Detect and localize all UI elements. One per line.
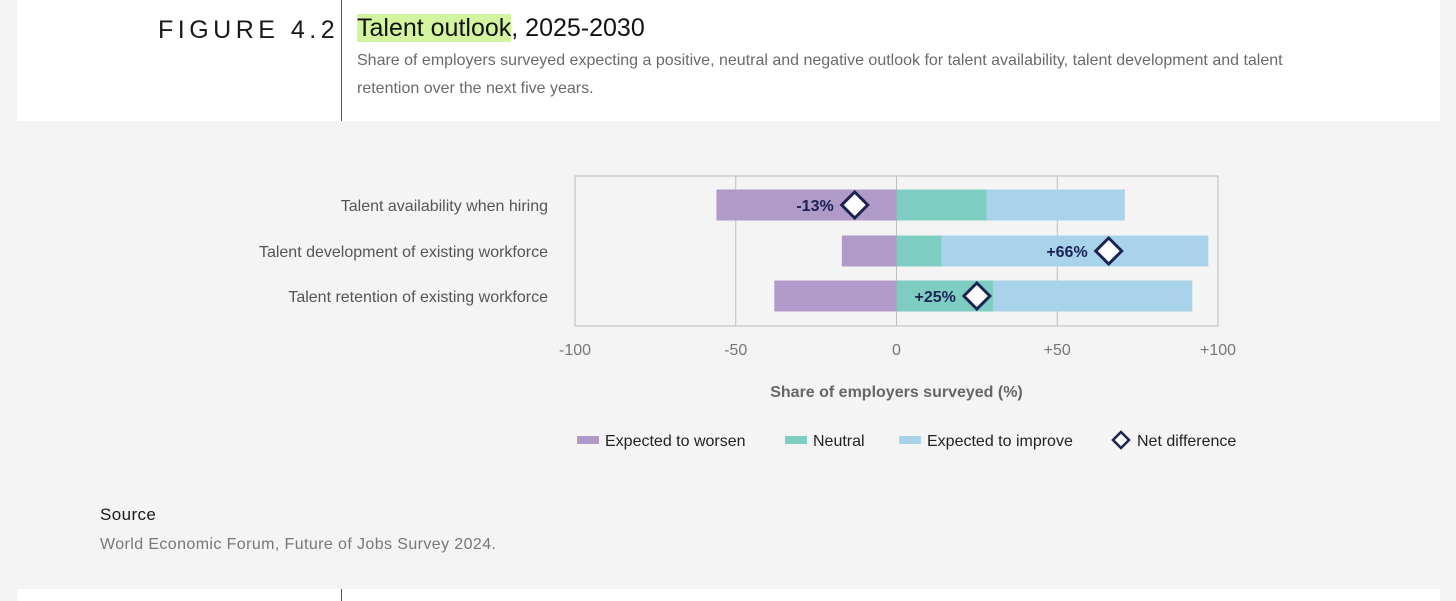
title-highlight: Talent outlook bbox=[357, 14, 512, 42]
legend-net-swatch bbox=[1111, 430, 1131, 450]
legend-improve-swatch bbox=[899, 436, 921, 444]
x-tick-label: -50 bbox=[724, 342, 747, 359]
bar-improve bbox=[992, 280, 1193, 312]
legend-worsen-label: Expected to worsen bbox=[605, 433, 746, 450]
divider-line bbox=[341, 0, 342, 121]
legend-net-label: Net difference bbox=[1137, 433, 1236, 450]
legend-neutral-swatch bbox=[785, 436, 807, 444]
legend-worsen-swatch bbox=[577, 436, 599, 444]
net-difference-label: +25% bbox=[915, 289, 956, 306]
net-difference-label: +66% bbox=[1046, 244, 1087, 261]
x-tick-label: 0 bbox=[892, 342, 901, 359]
bar-worsen bbox=[774, 280, 897, 312]
category-label: Talent development of existing workforce bbox=[259, 244, 548, 261]
net-difference-marker bbox=[839, 189, 870, 221]
chart-panel: -100 -50 0 +50 +100 Talent availability when … bbox=[17, 121, 1440, 589]
x-axis-title: Share of employers surveyed (%) bbox=[770, 384, 1023, 401]
net-difference-label: -13% bbox=[796, 198, 833, 215]
figure-card: FIGURE 4.2 Talent outlook, 2025-2030 Sha… bbox=[17, 0, 1440, 601]
chart-title: Talent outlook, 2025-2030 bbox=[357, 14, 645, 43]
bar-neutral bbox=[896, 189, 987, 221]
legend-improve-label: Expected to improve bbox=[927, 433, 1073, 450]
divider-line-bottom bbox=[341, 589, 342, 601]
source-label: Source bbox=[100, 505, 157, 524]
source-text: World Economic Forum, Future of Jobs Sur… bbox=[100, 536, 497, 553]
bar-worsen bbox=[841, 235, 897, 267]
figure-number: FIGURE 4.2 bbox=[158, 16, 340, 44]
chart-subtitle: Share of employers surveyed expecting a … bbox=[357, 52, 1283, 97]
x-tick-label: -100 bbox=[559, 342, 591, 359]
category-label: Talent retention of existing workforce bbox=[288, 289, 548, 306]
bar-improve bbox=[941, 235, 1209, 267]
title-rest: , 2025-2030 bbox=[511, 14, 645, 42]
x-tick-label: +100 bbox=[1200, 342, 1236, 359]
net-difference-marker bbox=[1093, 235, 1124, 267]
x-tick-label: +50 bbox=[1044, 342, 1071, 359]
net-difference-marker bbox=[961, 280, 992, 312]
bar-improve bbox=[986, 189, 1125, 221]
talent-outlook-chart: -100 -50 0 +50 +100 Talent availability when … bbox=[259, 175, 1236, 450]
category-label: Talent availability when hiring bbox=[341, 198, 548, 215]
bar-neutral bbox=[896, 235, 942, 267]
legend-neutral-label: Neutral bbox=[813, 433, 865, 450]
